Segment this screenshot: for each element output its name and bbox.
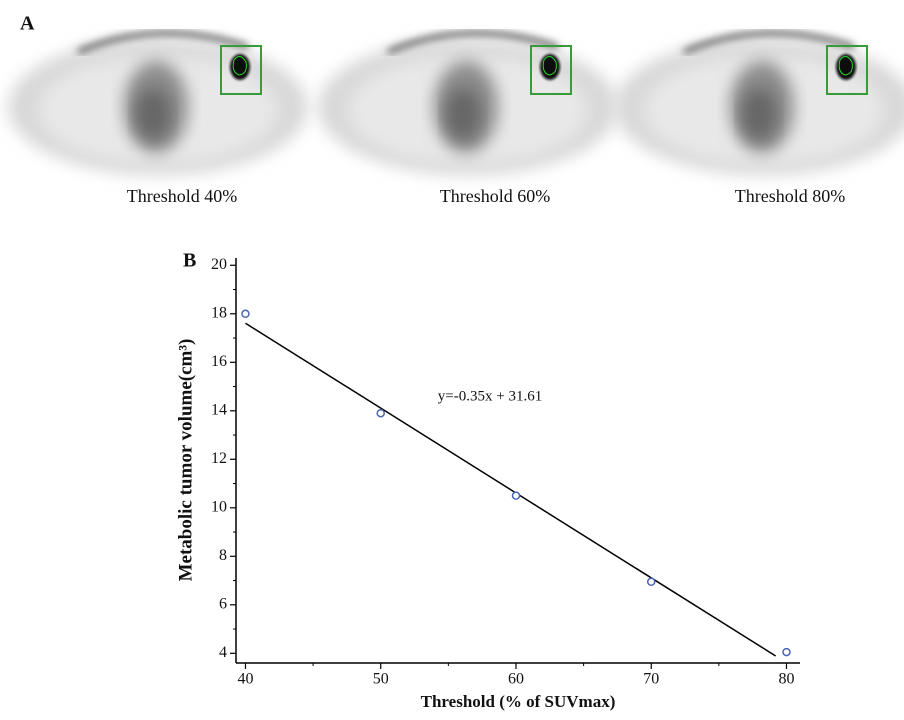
data-point: [648, 578, 655, 585]
data-point: [242, 310, 249, 317]
y-tick-label: 12: [211, 450, 227, 467]
panel-label: A: [20, 13, 35, 35]
pet-image: [8, 33, 308, 175]
y-tick-label: 18: [211, 304, 227, 321]
x-tick-label: 60: [508, 671, 524, 688]
x-tick-label: 40: [237, 671, 253, 688]
data-point: [377, 410, 384, 417]
panel-a: A Threshold 40% Threshold 60% Threshold …: [8, 13, 904, 207]
image-caption: Threshold 60%: [440, 186, 550, 206]
image-caption: Threshold 80%: [735, 186, 845, 206]
x-axis-label: Threshold (% of SUVmax): [421, 692, 616, 711]
data-point: [783, 649, 790, 656]
y-tick-label: 16: [211, 353, 227, 370]
y-tick-label: 10: [211, 498, 227, 515]
figure: A Threshold 40% Threshold 60% Threshold …: [0, 0, 904, 715]
y-tick-label: 20: [211, 256, 227, 273]
x-tick-label: 80: [778, 671, 794, 688]
x-tick-label: 50: [373, 671, 389, 688]
panel-b: B Threshold (% of SUVmax) Metabolic tumo…: [175, 250, 800, 711]
y-tick-label: 4: [219, 644, 227, 661]
pet-image: [614, 33, 904, 175]
fit-equation: y=-0.35x + 31.61: [438, 388, 542, 404]
x-tick-label: 70: [643, 671, 659, 688]
y-tick-label: 6: [219, 595, 227, 612]
data-point: [512, 492, 519, 499]
fit-line: [245, 323, 775, 656]
panel-label: B: [183, 250, 196, 272]
pet-image: [318, 33, 618, 175]
image-caption: Threshold 40%: [127, 186, 237, 206]
y-axis-label: Metabolic tumor volume(cm³): [175, 339, 196, 582]
y-tick-label: 14: [211, 401, 227, 418]
y-tick-label: 8: [219, 547, 227, 564]
